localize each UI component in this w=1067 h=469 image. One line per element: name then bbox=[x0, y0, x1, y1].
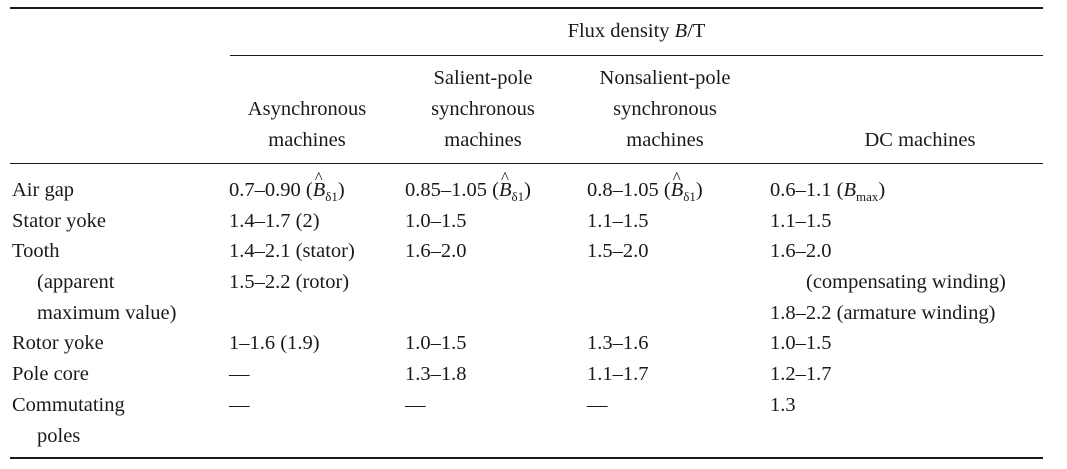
table-cell: 1.2–1.7 bbox=[770, 363, 832, 385]
table-cell: 1.8–2.2 (armature winding) bbox=[770, 302, 996, 324]
table-cell: 1–1.6 (1.9) bbox=[229, 332, 320, 354]
table-cell: — bbox=[229, 394, 250, 416]
table-cell: — bbox=[405, 394, 426, 416]
table-cell: 1.1–1.7 bbox=[587, 363, 649, 385]
bottom-rule bbox=[10, 457, 1043, 459]
spanning-header-rule bbox=[230, 55, 1043, 56]
row-label: Commutating bbox=[12, 394, 125, 416]
table-cell: 1.4–2.1 (stator) bbox=[229, 240, 355, 262]
row-label: Stator yoke bbox=[12, 210, 106, 232]
table-cell: — bbox=[229, 363, 250, 385]
table-cell: 1.0–1.5 bbox=[770, 332, 832, 354]
table-cell: 1.6–2.0 bbox=[770, 240, 832, 262]
table-cell: 1.3 bbox=[770, 394, 796, 416]
table-cell: 0.8–1.05 (Bδ1) bbox=[587, 166, 703, 209]
table-cell: 1.3–1.8 bbox=[405, 363, 467, 385]
spanning-header: Flux density B/T bbox=[567, 20, 706, 42]
row-label-continuation: poles bbox=[37, 425, 81, 447]
table-cell: — bbox=[587, 394, 608, 416]
row-label: Air gap bbox=[12, 179, 75, 201]
table-cell: 1.0–1.5 bbox=[405, 210, 467, 232]
table-cell: 0.7–0.90 (Bδ1) bbox=[229, 166, 345, 209]
table-cell: 1.0–1.5 bbox=[405, 332, 467, 354]
row-label-continuation: (apparent bbox=[37, 271, 115, 293]
table-cell: 0.6–1.1 (Bmax) bbox=[770, 179, 886, 204]
table-cell: 1.5–2.0 bbox=[587, 240, 649, 262]
table-cell: 1.4–1.7 (2) bbox=[229, 210, 320, 232]
table-cell: 1.1–1.5 bbox=[770, 210, 832, 232]
table-cell: 1.5–2.2 (rotor) bbox=[229, 271, 350, 293]
table-cell: 1.3–1.6 bbox=[587, 332, 649, 354]
row-label: Pole core bbox=[12, 363, 89, 385]
row-label: Tooth bbox=[12, 240, 60, 262]
table-cell: 1.1–1.5 bbox=[587, 210, 649, 232]
row-label-continuation: maximum value) bbox=[37, 302, 177, 324]
table-cell: 0.85–1.05 (Bδ1) bbox=[405, 166, 531, 209]
header-rule bbox=[10, 163, 1043, 164]
top-rule bbox=[10, 7, 1043, 9]
table-cell: (compensating winding) bbox=[806, 271, 1006, 293]
table-cell: 1.6–2.0 bbox=[405, 240, 467, 262]
row-label: Rotor yoke bbox=[12, 332, 104, 354]
